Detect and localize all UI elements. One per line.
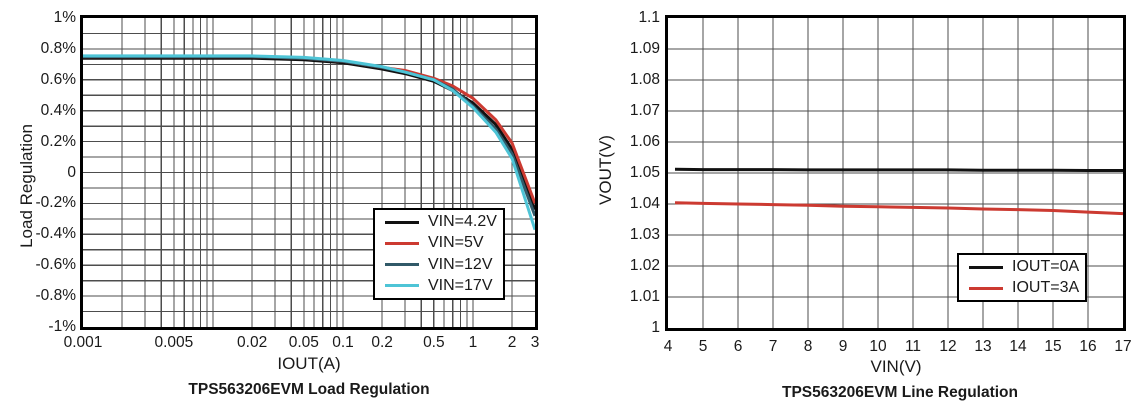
legend-line-sample	[385, 220, 419, 224]
legend-line-sample	[385, 284, 419, 288]
plot-border	[80, 15, 538, 330]
legend-entry: VIN=12V	[375, 256, 503, 274]
x-tick-label: 13	[974, 338, 992, 355]
x-tick-label: 0.001	[63, 334, 103, 351]
legend-label: VIN=17V	[428, 276, 493, 294]
x-tick-label: 12	[939, 338, 957, 355]
legend-label: VIN=4.2V	[428, 213, 497, 231]
x-tick-label: 3	[530, 334, 540, 351]
x-tick-label: 8	[803, 338, 813, 355]
x-tick-label: 10	[869, 338, 887, 355]
x-tick-label: 0.1	[332, 334, 354, 351]
y-tick-label: 1.1	[638, 9, 660, 26]
legend-line-sample	[385, 241, 419, 245]
y-tick-label: 0	[67, 163, 76, 181]
x-tick-label: 1	[468, 334, 478, 351]
legend-entry: IOUT=0A	[959, 258, 1085, 276]
legend-label: IOUT=0A	[1012, 258, 1080, 275]
legend-label: VIN=5V	[428, 234, 484, 252]
x-tick-label: 6	[733, 338, 743, 355]
legend-label: VIN=12V	[428, 255, 493, 273]
y-tick-label: 1.07	[629, 102, 660, 119]
y-tick-label: 1.02	[629, 257, 660, 274]
x-tick-label: 4	[663, 338, 673, 355]
x-tick-label: 14	[1009, 338, 1027, 355]
line-regulation-legend: IOUT=0A IOUT=3A	[957, 253, 1087, 302]
x-tick-label: 0.05	[288, 334, 319, 351]
y-tick-label: 1.03	[629, 226, 660, 243]
series-line-1	[674, 201, 1124, 216]
x-tick-label: 0.5	[423, 334, 445, 351]
x-tick-label: 9	[838, 338, 848, 355]
y-tick-label: -0.6%	[35, 256, 77, 274]
y-tick-label: -0.4%	[35, 225, 77, 243]
series-line-0	[83, 56, 537, 211]
y-tick-label: 1.01	[629, 288, 660, 305]
x-tick-label: 0.02	[237, 334, 268, 351]
line-regulation-x-axis-title: VIN(V)	[870, 357, 922, 376]
x-tick-label: 11	[904, 338, 922, 355]
y-tick-label: 0.8%	[40, 39, 76, 57]
legend-entry: VIN=4.2V	[375, 213, 503, 231]
y-tick-label: 0.6%	[40, 70, 76, 88]
legend-line-sample	[969, 286, 1003, 290]
x-tick-label: 5	[698, 338, 708, 355]
y-tick-label: -0.8%	[35, 287, 77, 305]
legend-line-sample	[385, 263, 419, 267]
y-tick-label: 1.06	[629, 133, 660, 150]
load-regulation-x-axis-title: IOUT(A)	[277, 354, 341, 373]
legend-entry: VIN=17V	[375, 277, 503, 295]
load-regulation-legend: VIN=4.2V VIN=5V VIN=12V VIN=17V	[373, 208, 505, 300]
legend-entry: IOUT=3A	[959, 279, 1085, 297]
y-tick-label: -0.2%	[35, 194, 77, 212]
y-tick-label: 1.08	[629, 71, 660, 88]
y-tick-label: -1%	[48, 318, 76, 335]
y-tick-label: 1.04	[629, 195, 660, 212]
y-tick-label: 1.09	[629, 40, 660, 57]
legend-entry: VIN=5V	[375, 234, 503, 252]
legend-line-sample	[969, 265, 1003, 269]
x-tick-label: 15	[1044, 338, 1062, 355]
y-tick-label: 1	[651, 319, 660, 336]
line-regulation-plot	[665, 15, 1126, 331]
legend-label: IOUT=3A	[1012, 279, 1080, 296]
x-tick-label: 2	[507, 334, 517, 351]
y-tick-label: 0.4%	[40, 101, 76, 119]
x-tick-label: 0.2	[371, 334, 393, 351]
y-tick-label: 1%	[53, 9, 76, 26]
series-line-3	[83, 54, 537, 231]
x-tick-label: 0.005	[154, 334, 194, 351]
series-line-0	[674, 167, 1123, 172]
line-regulation-caption: TPS563206EVM Line Regulation	[781, 384, 1018, 401]
y-tick-label: 1.05	[629, 164, 660, 181]
x-tick-label: 7	[768, 338, 778, 355]
load-regulation-caption: TPS563206EVM Load Regulation	[188, 381, 430, 398]
x-tick-label: 16	[1079, 338, 1097, 355]
plot-border	[665, 15, 1126, 331]
y-tick-label: 0.2%	[40, 132, 76, 150]
x-tick-label: 17	[1114, 338, 1132, 355]
